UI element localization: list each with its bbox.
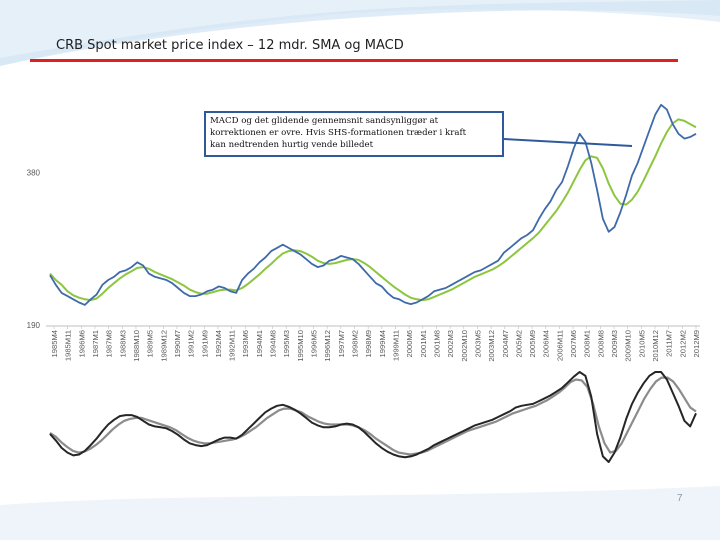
x-tick-label: 1985M4	[50, 330, 59, 357]
x-tick-label: 1992M4	[214, 330, 223, 357]
x-tick-label: 2010M12	[651, 330, 660, 362]
title-underline	[30, 59, 678, 62]
x-tick-label: 1989M12	[159, 330, 168, 362]
x-tick-label: 1986M6	[77, 330, 86, 357]
x-tick-label: 2005M9	[528, 330, 537, 357]
annotation-line-3: kan nedtrenden hurtig vende billedet	[210, 140, 374, 150]
price-and-sma-panel: 190 380 1985M4 1985M11 1986M6 1987M1 1987M8 198…	[27, 103, 701, 362]
background-wave-top-highlight	[0, 0, 720, 66]
x-tick-label: 1996M12	[323, 330, 332, 362]
x-tick-label: 2005M2	[514, 330, 523, 357]
x-tick-label: 2004M7	[501, 330, 510, 357]
background-wave-bottom	[0, 486, 720, 540]
x-tick-label: 2008M1	[583, 330, 592, 357]
x-tick-label: 1999M4	[378, 330, 387, 357]
x-tick-label: 1985M11	[64, 330, 73, 361]
x-tick-label: 2003M12	[487, 330, 496, 362]
annotation-arrow	[503, 138, 633, 147]
y-tick-label: 190	[27, 321, 41, 330]
x-tick-label: 1997M7	[337, 330, 346, 357]
x-tick-label: 1994M8	[269, 330, 278, 357]
sma-12-line	[49, 118, 697, 302]
background-wave-top	[0, 0, 720, 66]
annotation-line-1: MACD og det glidende gennemsnit sandsynl…	[210, 116, 439, 126]
x-tick-label: 2012M9	[692, 330, 701, 357]
crb-price-line	[49, 103, 697, 306]
x-tick-label: 2002M10	[460, 330, 469, 362]
x-tick-label: 2001M8	[432, 330, 441, 357]
page-number: 7	[677, 493, 683, 504]
x-tick-label: 2001M1	[419, 330, 428, 357]
x-tick-label: 1998M9	[364, 330, 373, 357]
x-tick-label: 1994M1	[255, 330, 264, 357]
x-tick-label: 2011M7	[665, 330, 674, 357]
x-tick-label: 1998M2	[351, 330, 360, 357]
x-tick-label: 1996M5	[310, 330, 319, 357]
x-tick-label: 2009M10	[624, 330, 633, 362]
y-tick-label: 380	[27, 168, 41, 177]
x-tick-label: 1991M9	[200, 330, 209, 357]
x-tick-label: 2002M3	[446, 330, 455, 357]
x-tick-label: 2009M3	[610, 330, 619, 357]
x-tick-label: 1999M11	[391, 330, 400, 361]
x-tick-label: 1992M11	[228, 330, 237, 361]
x-tick-label: 1988M3	[118, 330, 127, 357]
annotation-line-2: korrektionen er ovre. Hvis SHS-formation…	[210, 128, 467, 138]
slide-title: CRB Spot market price index – 12 mdr. SM…	[56, 38, 404, 53]
x-tick-label: 2007M6	[569, 330, 578, 357]
macd-panel	[49, 371, 697, 463]
x-tick-label: 2008M8	[596, 330, 605, 357]
x-tick-label: 1988M10	[132, 330, 141, 362]
x-tick-label: 1991M2	[187, 330, 196, 357]
x-tick-label: 2012M2	[678, 330, 687, 357]
x-tick-label: 1989M5	[146, 330, 155, 357]
x-tick-label: 2006M11	[555, 330, 564, 361]
x-tick-label: 1995M10	[296, 330, 305, 362]
x-tick-label: 2010M5	[637, 330, 646, 357]
macd-line	[49, 371, 697, 463]
annotation-box: MACD og det glidende gennemsnit sandsynl…	[204, 111, 504, 157]
x-tick-label: 1990M7	[173, 330, 182, 357]
x-tick-label: 1993M6	[241, 330, 250, 357]
x-tick-label: 1995M3	[282, 330, 291, 357]
x-tick-label: 1987M1	[91, 330, 100, 357]
x-tick-label: 2006M4	[542, 330, 551, 357]
x-tick-label: 2003M5	[473, 330, 482, 357]
x-tick-label: 1987M8	[105, 330, 114, 357]
x-tick-label: 2000M6	[405, 330, 414, 357]
